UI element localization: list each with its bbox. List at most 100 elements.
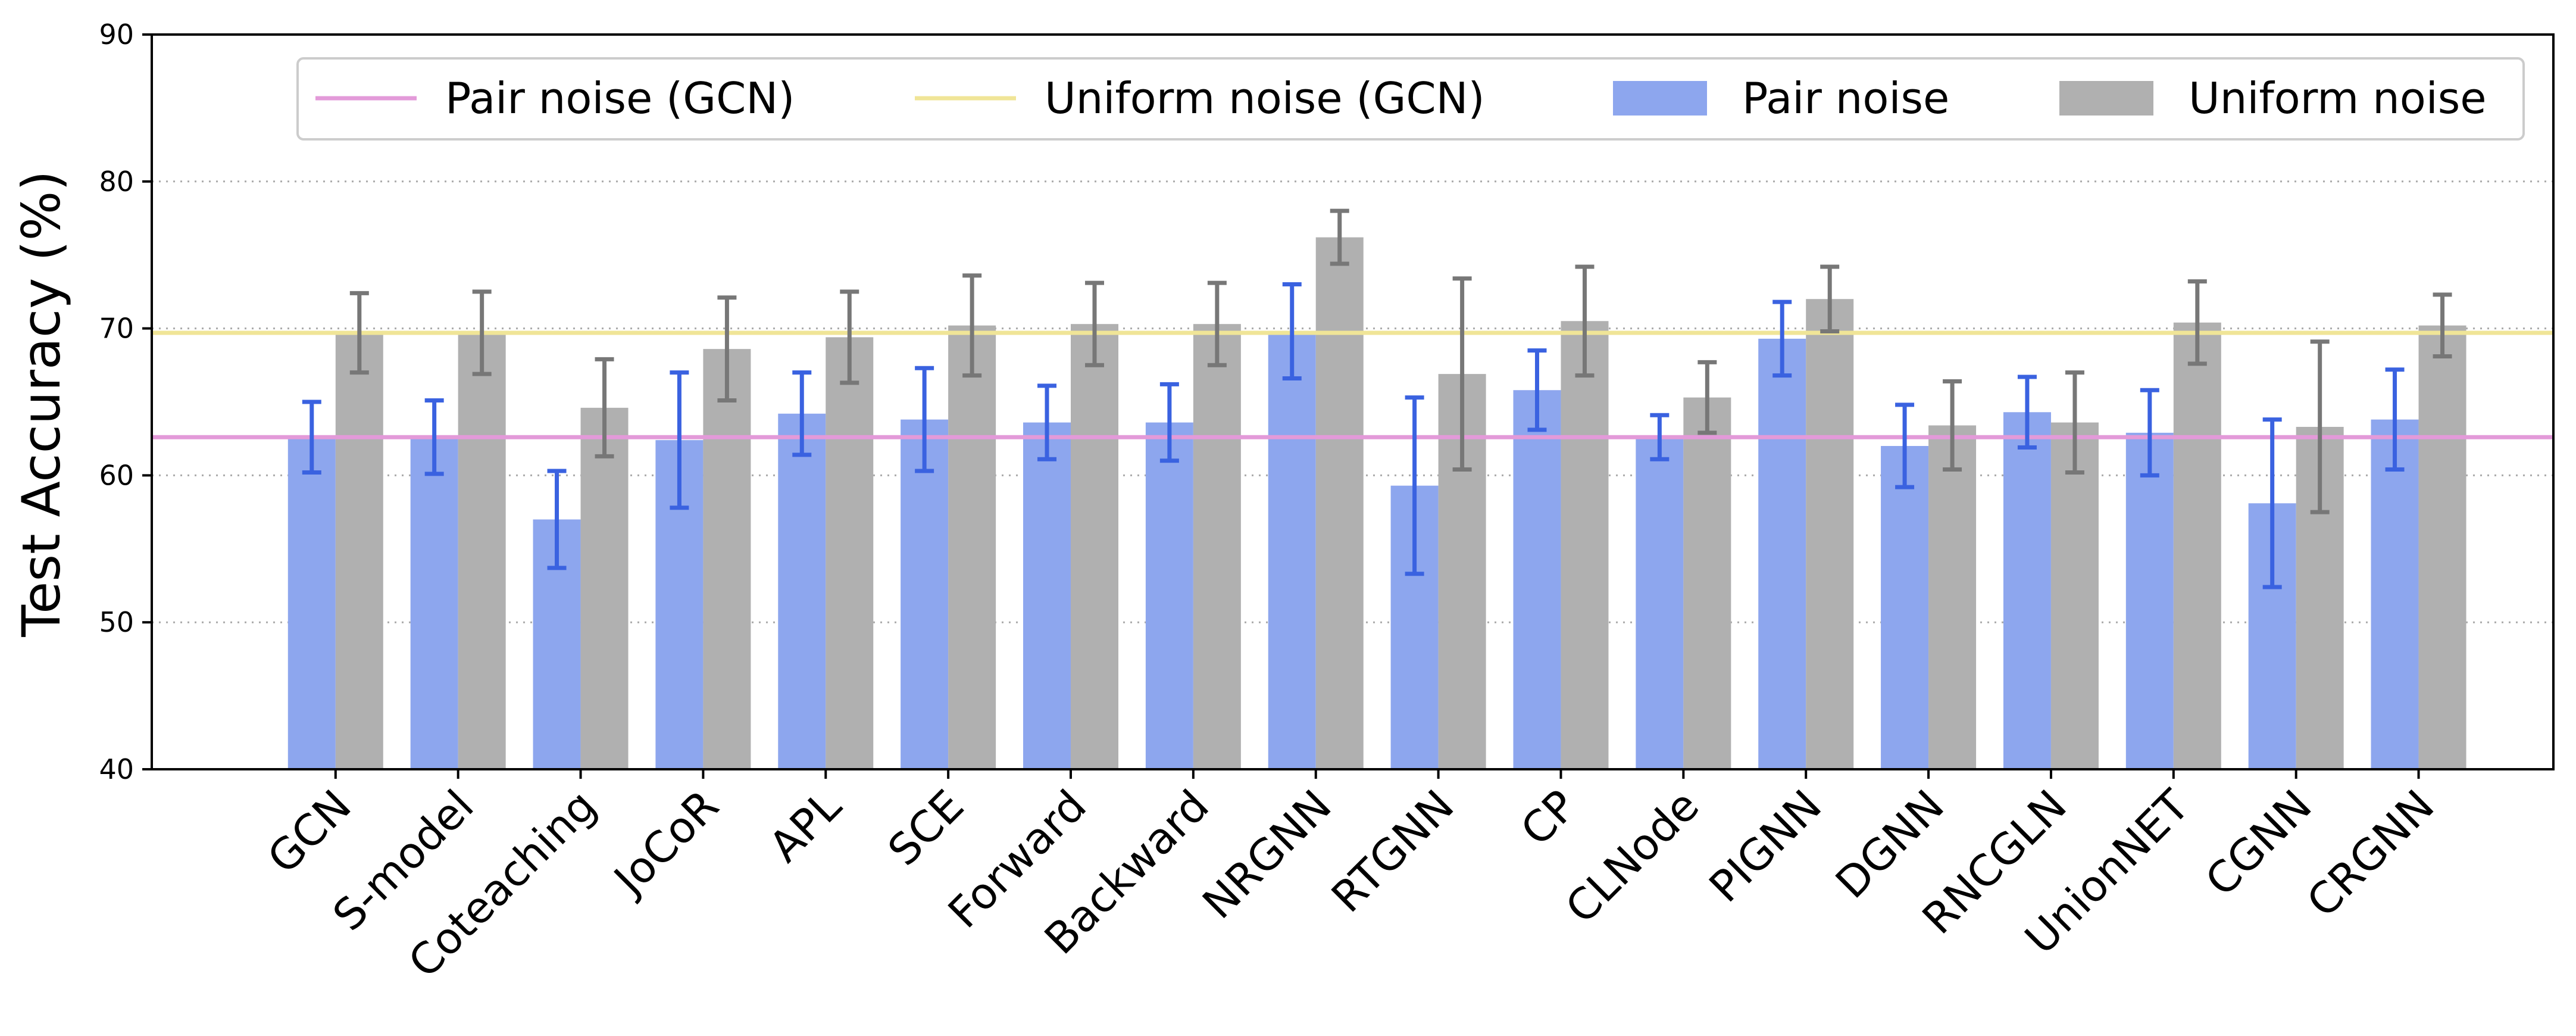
x-tick-label-pignn: PIGNN xyxy=(1699,781,1831,912)
error-bar-pair-noise-rtgnn xyxy=(1405,395,1424,576)
error-bar-uniform-noise-pignn xyxy=(1820,264,1840,334)
legend-swatch-uniform-noise xyxy=(2059,81,2153,116)
x-tick-label-clnode: CLNode xyxy=(1556,781,1708,933)
error-bar-pair-noise-backward xyxy=(1159,382,1179,463)
x-tick-label-jocor: JoCoR xyxy=(603,781,728,906)
error-bar-uniform-noise-cgnn xyxy=(2310,339,2330,514)
bar-uniform-noise-sce xyxy=(948,325,996,769)
y-tick-label-80: 80 xyxy=(99,166,134,198)
y-tick-label-60: 60 xyxy=(99,459,134,491)
legend-label-pair-noise-gcn: Pair noise (GCN) xyxy=(445,73,795,123)
error-bar-pair-noise-cgnn xyxy=(2262,417,2282,589)
bar-uniform-noise-dgnn xyxy=(1928,425,1977,769)
bar-pair-noise-dgnn xyxy=(1881,446,1929,769)
bar-pair-noise-gcn xyxy=(287,437,336,769)
error-bar-pair-noise-s-model xyxy=(424,398,444,476)
error-bar-pair-noise-crgnn xyxy=(2385,367,2405,472)
bar-pair-noise-forward xyxy=(1023,422,1071,769)
error-bar-uniform-noise-gcn xyxy=(349,291,369,375)
x-tick-label-rtgnn: RTGNN xyxy=(1322,781,1464,922)
bar-uniform-noise-apl xyxy=(826,337,874,769)
bar-pair-noise-pignn xyxy=(1758,338,1806,769)
bar-uniform-noise-pignn xyxy=(1806,299,1854,769)
bar-uniform-noise-nrgnn xyxy=(1315,237,1364,770)
reference-lines xyxy=(152,330,2553,439)
error-bar-uniform-noise-nrgnn xyxy=(1330,208,1349,266)
error-bar-uniform-noise-clnode xyxy=(1697,360,1717,435)
error-bar-uniform-noise-jocor xyxy=(717,295,737,403)
error-bar-uniform-noise-sce xyxy=(962,273,982,378)
error-bar-pair-noise-unionnet xyxy=(2140,388,2159,478)
error-bar-uniform-noise-unionnet xyxy=(2187,279,2207,366)
legend-label-uniform-noise-gcn: Uniform noise (GCN) xyxy=(1045,73,1485,123)
bars xyxy=(287,237,2466,770)
bar-pair-noise-s-model xyxy=(410,437,458,769)
error-bar-pair-noise-sce xyxy=(915,366,934,473)
error-bar-uniform-noise-crgnn xyxy=(2433,292,2452,358)
bar-uniform-noise-forward xyxy=(1071,324,1119,769)
y-tick-label-40: 40 xyxy=(99,753,134,785)
y-tick-label-50: 50 xyxy=(99,606,134,638)
y-axis-title: Test Accuracy (%) xyxy=(11,170,72,637)
error-bar-uniform-noise-dgnn xyxy=(1943,379,1962,472)
bar-uniform-noise-jocor xyxy=(703,349,751,769)
y-tick-label-90: 90 xyxy=(99,18,134,51)
error-bar-pair-noise-clnode xyxy=(1650,413,1670,461)
bar-uniform-noise-gcn xyxy=(335,333,383,769)
error-bar-pair-noise-pignn xyxy=(1772,299,1792,378)
x-tick-label-crgnn: CRGNN xyxy=(2297,781,2444,927)
axes xyxy=(151,33,2555,770)
error-bar-pair-noise-jocor xyxy=(670,370,689,510)
bar-uniform-noise-cp xyxy=(1561,321,1609,769)
bar-pair-noise-apl xyxy=(778,413,826,769)
error-bar-pair-noise-apl xyxy=(792,370,812,457)
plot-frame xyxy=(151,33,2555,770)
bar-uniform-noise-s-model xyxy=(458,333,506,769)
legend-label-pair-noise: Pair noise xyxy=(1742,73,1949,123)
bar-uniform-noise-coteaching xyxy=(580,407,629,769)
y-axis-ticks: 40 50 60 70 80 90 xyxy=(99,18,152,785)
x-tick-label-nrgnn: NRGNN xyxy=(1193,781,1340,928)
error-bar-uniform-noise-s-model xyxy=(472,289,492,376)
bar-uniform-noise-backward xyxy=(1193,324,1241,769)
legend-swatch-pair-noise xyxy=(1613,81,1707,116)
bar-uniform-noise-rncgln xyxy=(2050,422,2099,769)
error-bar-uniform-noise-cp xyxy=(1575,264,1595,378)
legend-frame xyxy=(296,57,2525,141)
bar-pair-noise-clnode xyxy=(1636,437,1684,769)
bar-pair-noise-cp xyxy=(1513,390,1561,769)
bar-pair-noise-sce xyxy=(901,419,949,769)
bar-pair-noise-rncgln xyxy=(2003,412,2051,769)
error-bar-uniform-noise-rncgln xyxy=(2065,370,2084,475)
bar-uniform-noise-clnode xyxy=(1683,397,1731,769)
error-bar-pair-noise-rncgln xyxy=(2017,375,2037,450)
x-tick-label-sce: SCE xyxy=(879,781,973,875)
error-bar-pair-noise-cp xyxy=(1527,348,1547,432)
error-bar-uniform-noise-backward xyxy=(1207,280,1227,367)
error-bar-uniform-noise-apl xyxy=(840,289,859,385)
error-bar-uniform-noise-coteaching xyxy=(595,357,614,458)
x-tick-label-apl: APL xyxy=(759,781,851,872)
bar-uniform-noise-crgnn xyxy=(2418,325,2466,769)
error-bar-uniform-noise-rtgnn xyxy=(1452,276,1472,472)
error-bar-pair-noise-gcn xyxy=(302,400,321,475)
error-bar-pair-noise-forward xyxy=(1037,383,1057,461)
bar-pair-noise-backward xyxy=(1145,422,1193,769)
error-bars xyxy=(302,208,2452,589)
error-bar-pair-noise-dgnn xyxy=(1895,402,1915,489)
bar-pair-noise-crgnn xyxy=(2371,419,2419,769)
x-tick-label-gcn: GCN xyxy=(258,781,360,883)
bar-pair-noise-unionnet xyxy=(2125,432,2174,769)
bar-uniform-noise-unionnet xyxy=(2173,322,2221,769)
legend-label-uniform-noise: Uniform noise xyxy=(2189,73,2487,123)
bar-pair-noise-nrgnn xyxy=(1268,331,1316,769)
legend: Pair noise (GCN) Uniform noise (GCN) Pai… xyxy=(296,57,2525,141)
error-bar-pair-noise-nrgnn xyxy=(1282,282,1302,381)
error-bar-uniform-noise-forward xyxy=(1085,280,1105,367)
x-tick-label-cp: CP xyxy=(1511,781,1586,856)
error-bar-pair-noise-coteaching xyxy=(547,469,567,570)
y-tick-label-70: 70 xyxy=(99,313,134,345)
